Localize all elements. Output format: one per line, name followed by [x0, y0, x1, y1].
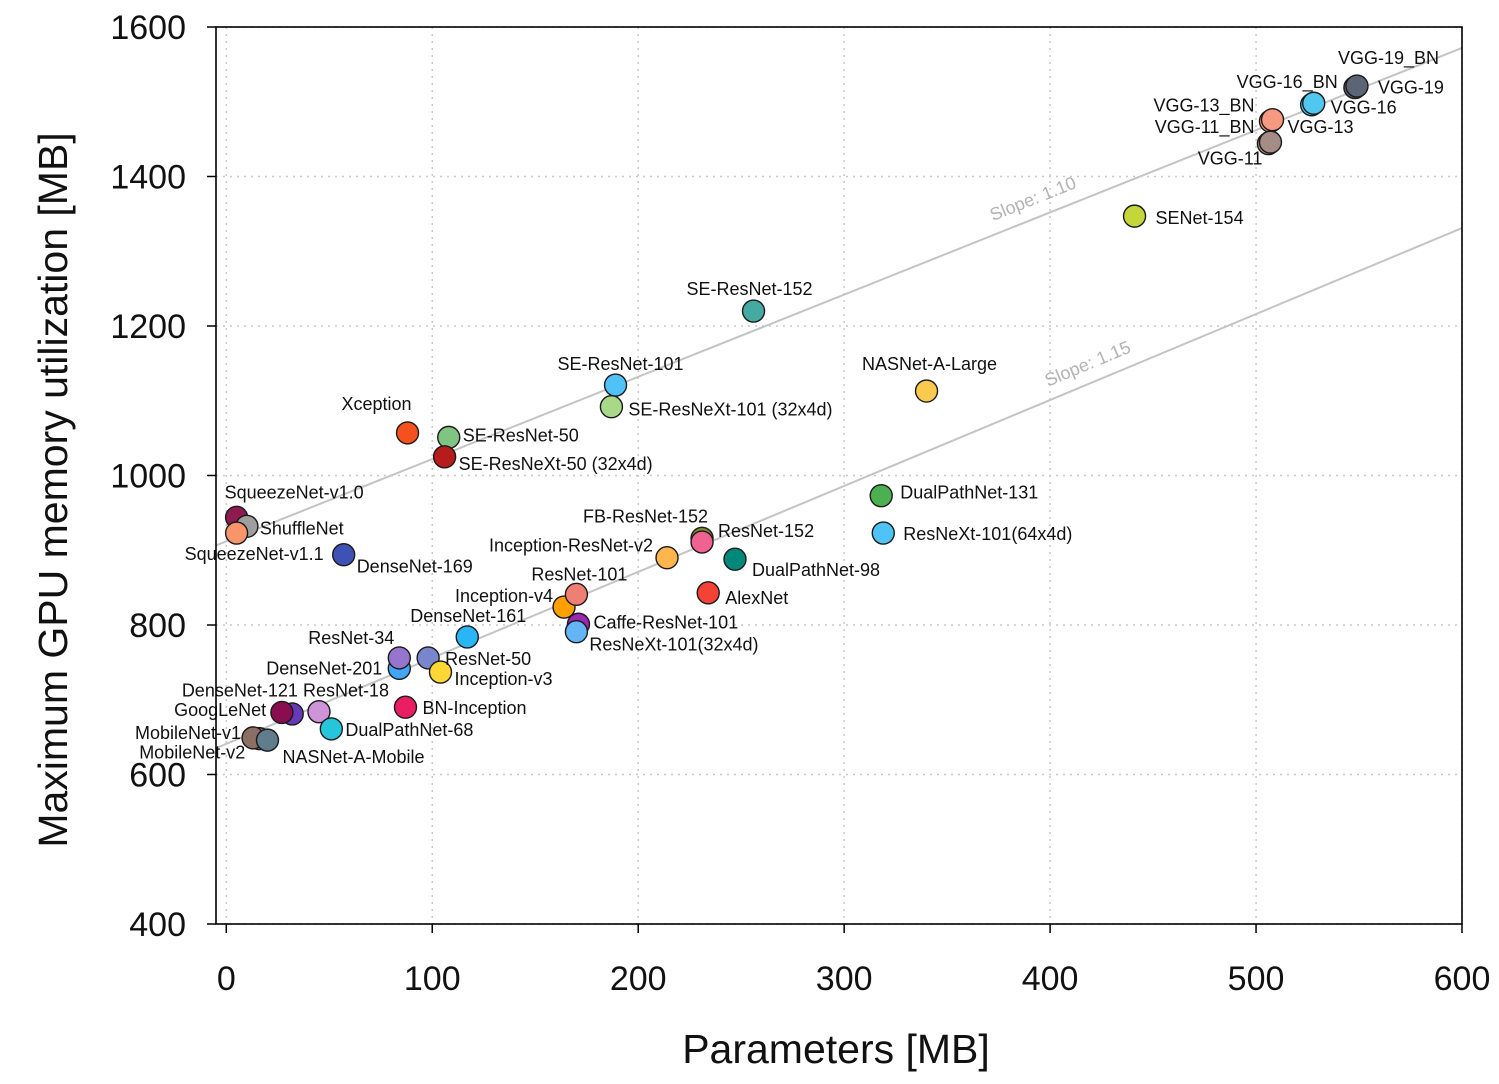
- point-se-resnext-50-32x4d: [432, 445, 457, 469]
- point-label-vgg-16-bn: VGG-16_BN: [1237, 72, 1338, 93]
- point-inception-resnet-v2: [655, 546, 679, 570]
- y-tick-label: 1600: [110, 9, 186, 47]
- point-resnet-34: [387, 646, 411, 670]
- point-resnet-18: [307, 700, 331, 724]
- y-tick-label: 1400: [110, 159, 186, 197]
- point-label-fb-resnet-152: FB-ResNet-152: [583, 506, 708, 526]
- point-inception-v3: [428, 660, 453, 684]
- point-label-inception-resnet-v2: Inception-ResNet-v2: [489, 536, 653, 556]
- point-densenet-121: [270, 700, 294, 725]
- point-label-resnet-34: ResNet-34: [308, 628, 394, 648]
- y-tick-label: 600: [129, 757, 186, 795]
- point-label-squeezenet-v1-0: SqueezeNet-v1.0: [225, 482, 364, 502]
- point-label-dualpathnet-98: DualPathNet-98: [752, 560, 880, 580]
- point-nasnet-a-mobile: [255, 728, 280, 752]
- point-label-xception: Xception: [342, 394, 412, 414]
- point-dualpathnet-98: [723, 547, 747, 571]
- point-xception: [395, 421, 420, 445]
- point-label-densenet-161: DenseNet-161: [410, 606, 526, 626]
- point-label-se-resnet-50: SE-ResNet-50: [463, 425, 579, 445]
- point-se-resnext-101-32x4d: [599, 395, 624, 419]
- point-se-resnet-152: [741, 299, 766, 323]
- point-label-se-resnet-152: SE-ResNet-152: [686, 279, 812, 299]
- point-squeezenet-v1-1: [224, 521, 249, 545]
- point-senet-154: [1122, 204, 1147, 228]
- point-label-alexnet: AlexNet: [725, 588, 788, 608]
- point-label-se-resnext-50-32x4d: SE-ResNeXt-50 (32x4d): [459, 454, 653, 474]
- point-densenet-169: [331, 543, 356, 567]
- x-tick-label: 200: [610, 960, 667, 998]
- x-tick-label: 500: [1228, 960, 1285, 998]
- point-label-bn-inception: BN-Inception: [422, 698, 526, 718]
- point-label-shufflenet: ShuffleNet: [260, 518, 344, 538]
- trend-line-1: [216, 47, 1462, 547]
- point-vgg-11-bn: [1258, 130, 1283, 154]
- point-alexnet: [696, 581, 720, 605]
- point-label-squeezenet-v1-1: SqueezeNet-v1.1: [185, 544, 324, 564]
- data-point-labels: VGG-19 VGG-19_BN VGG-16 VGG-16_BN VGG-13 VGG-…: [135, 48, 1444, 767]
- point-nasnet-a-large: [914, 379, 939, 403]
- point-dualpathnet-68: [319, 717, 344, 741]
- point-label-vgg-13-bn: VGG-13_BN: [1153, 96, 1254, 117]
- point-resnet-101: [564, 582, 589, 607]
- point-label-vgg-11: VGG-11: [1198, 149, 1263, 169]
- point-dualpathnet-131: [869, 483, 893, 508]
- point-label-mobilenet-v2: MobileNet-v2: [139, 743, 245, 763]
- point-label-inception-v3: Inception-v3: [454, 669, 552, 689]
- plot-frame: [215, 26, 1463, 925]
- point-label-vgg-13: VGG-13: [1287, 117, 1353, 137]
- point-label-vgg-19-bn: VGG-19_BN: [1338, 48, 1439, 69]
- point-label-resnet-101: ResNet-101: [531, 564, 627, 584]
- point-bn-inception: [393, 695, 418, 719]
- point-densenet-161: [455, 625, 479, 649]
- y-tick-label: 1000: [110, 458, 186, 496]
- point-se-resnet-101: [603, 373, 628, 397]
- point-label-dualpathnet-68: DualPathNet-68: [345, 720, 473, 740]
- point-label-senet-154: SENet-154: [1156, 208, 1244, 228]
- x-axis-label: Parameters [MB]: [682, 1026, 990, 1072]
- point-label-googlenet: GoogLeNet: [174, 700, 266, 720]
- x-tick-label: 100: [404, 960, 461, 998]
- point-label-nasnet-a-large: NASNet-A-Large: [862, 354, 997, 374]
- point-label-caffe-resnet-101: Caffe-ResNet-101: [593, 612, 738, 632]
- point-label-vgg-11-bn: VGG-11_BN: [1155, 117, 1255, 138]
- point-label-nasnet-a-mobile: NASNet-A-Mobile: [282, 747, 424, 767]
- point-label-resnext-101-64x4d: ResNeXt-101(64x4d): [903, 524, 1072, 544]
- point-label-vgg-19: VGG-19: [1378, 78, 1444, 98]
- y-axis-label: Maximum GPU memory utilization [MB]: [30, 132, 76, 847]
- point-label-inception-v4: Inception-v4: [455, 586, 553, 606]
- point-label-mobilenet-v1: MobileNet-v1: [135, 723, 241, 743]
- point-label-resnet-18: ResNet-18: [303, 681, 389, 701]
- point-vgg-13-bn: [1260, 107, 1285, 132]
- x-tick-label: 600: [1434, 960, 1491, 998]
- point-label-densenet-201: DenseNet-201: [266, 658, 382, 678]
- y-tick-label: 400: [129, 906, 186, 944]
- point-label-se-resnet-101: SE-ResNet-101: [558, 354, 684, 374]
- data-points: [224, 74, 1369, 752]
- point-label-resnet-152: ResNet-152: [718, 521, 814, 541]
- point-label-densenet-121: DenseNet-121: [182, 680, 298, 700]
- point-label-se-resnext-101-32x4d: SE-ResNeXt-101 (32x4d): [628, 400, 832, 420]
- axis-ticks: 0 100 200 300 400 500 600 400 600 800 1000 1200 1400…: [110, 9, 1490, 998]
- point-label-dualpathnet-131: DualPathNet-131: [900, 483, 1038, 503]
- point-label-resnext-101-32x4d: ResNeXt-101(32x4d): [589, 635, 758, 655]
- point-se-resnet-50: [437, 425, 461, 450]
- point-label-densenet-169: DenseNet-169: [357, 557, 473, 577]
- point-resnext-101-32x4d: [564, 620, 589, 644]
- point-vgg-19-bn: [1345, 74, 1369, 98]
- point-vgg-16-bn: [1302, 91, 1326, 115]
- point-resnet-152: [690, 530, 714, 554]
- x-tick-label: 0: [217, 960, 236, 998]
- x-tick-label: 300: [816, 960, 873, 998]
- x-tick-label: 400: [1022, 960, 1079, 998]
- point-label-vgg-16: VGG-16: [1331, 98, 1397, 118]
- point-label-resnet-50: ResNet-50: [445, 649, 531, 669]
- y-tick-label: 800: [129, 607, 186, 645]
- point-resnext-101-64x4d: [871, 521, 895, 545]
- y-tick-label: 1200: [110, 308, 186, 346]
